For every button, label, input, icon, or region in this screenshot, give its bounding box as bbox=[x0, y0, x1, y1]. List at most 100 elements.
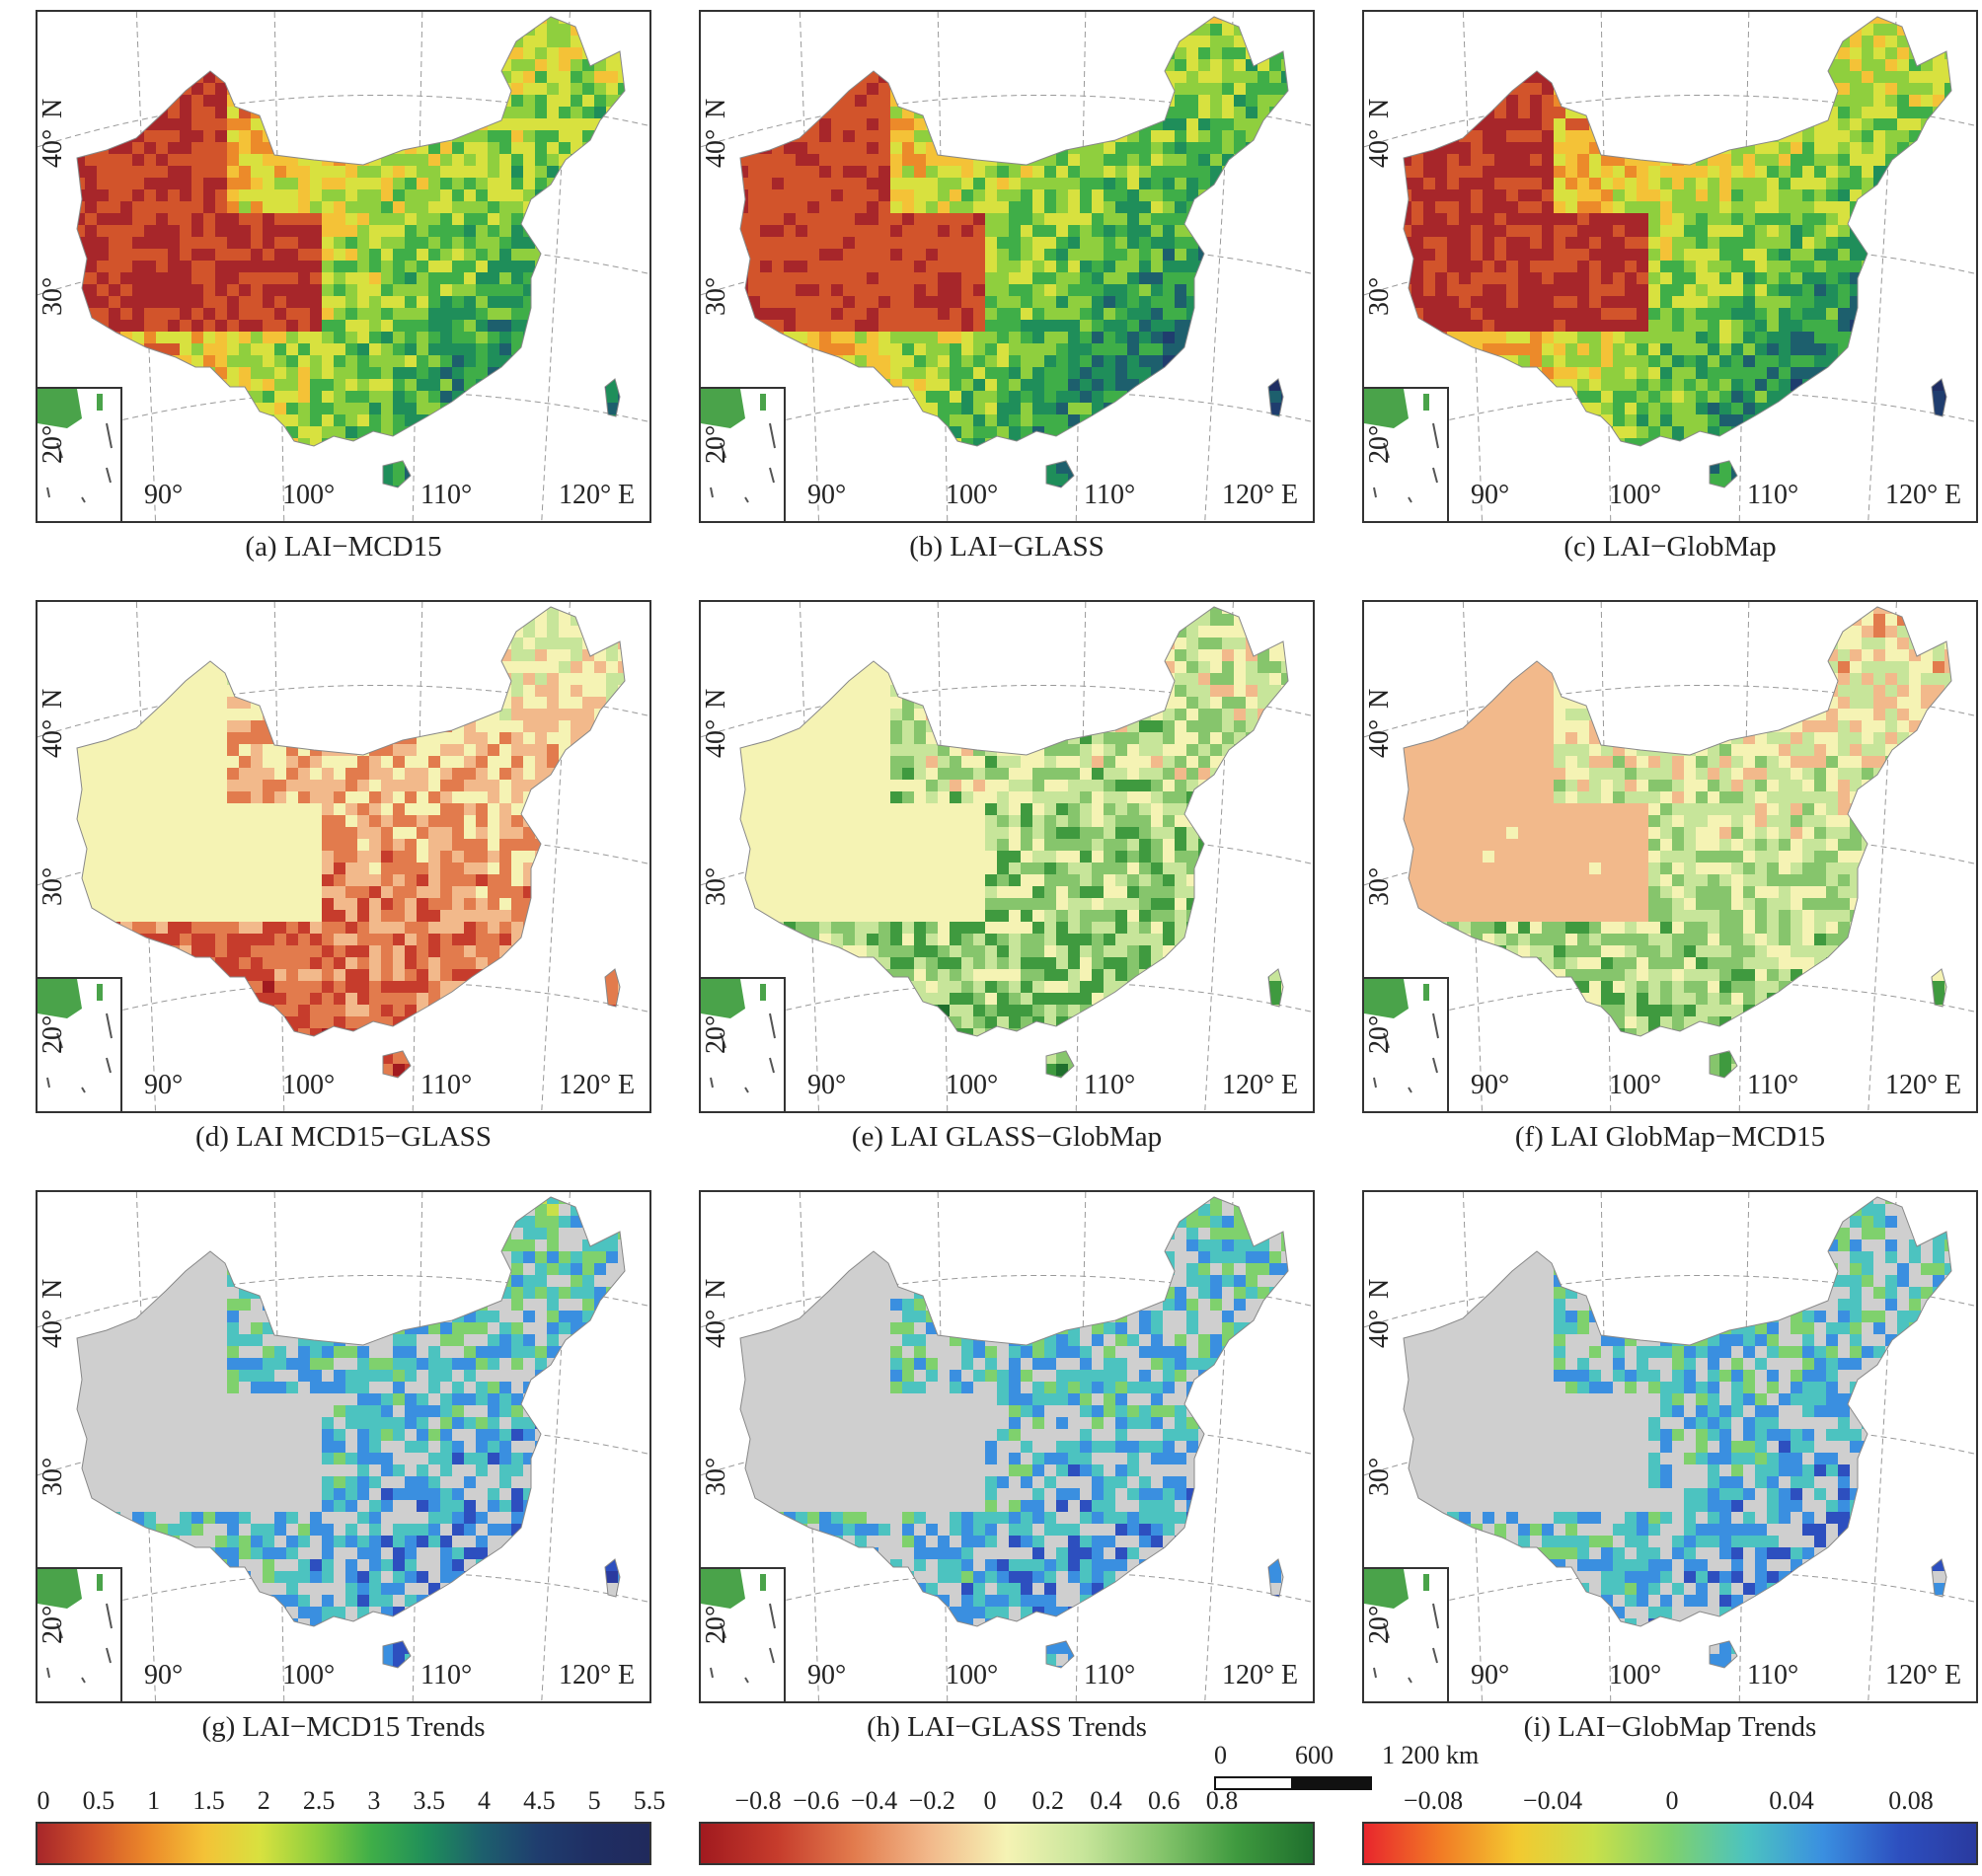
raster-layer bbox=[77, 607, 625, 1078]
colorbar-tick-label: −0.08 bbox=[1404, 1786, 1463, 1816]
longitude-label: 100° bbox=[282, 1660, 335, 1691]
colorbar-tick-label: 5.5 bbox=[634, 1786, 666, 1816]
longitude-unit: E bbox=[1281, 480, 1298, 511]
longitude-label: 110° bbox=[1084, 480, 1135, 511]
raster-layer bbox=[77, 1197, 625, 1668]
colorbar-diff bbox=[699, 1822, 1315, 1865]
longitude-label: 100° bbox=[946, 1070, 998, 1101]
latitude-label: 40° bbox=[1364, 129, 1396, 168]
scale-bar-segment-black bbox=[1293, 1776, 1372, 1790]
latitude-label: 40° bbox=[1364, 719, 1396, 758]
south-china-sea-inset bbox=[701, 387, 786, 521]
panel-caption: (d) LAI MCD15−GLASS bbox=[28, 1121, 659, 1154]
longitude-unit: E bbox=[618, 1070, 635, 1101]
latitude-label: 20° bbox=[701, 1606, 732, 1644]
map-svg bbox=[1364, 602, 1976, 1111]
map-svg bbox=[38, 602, 649, 1111]
latitude-unit: N bbox=[38, 1279, 69, 1299]
colorbar-tick-label: 3 bbox=[367, 1786, 380, 1816]
longitude-label: 100° bbox=[946, 1660, 998, 1691]
colorbar-tick-label: 4 bbox=[478, 1786, 491, 1816]
longitude-label: 120° bbox=[1885, 480, 1938, 511]
colorbar-tick-label: 0.04 bbox=[1769, 1786, 1814, 1816]
longitude-label: 110° bbox=[420, 1070, 472, 1101]
map-svg bbox=[701, 12, 1313, 521]
longitude-label: 110° bbox=[420, 480, 472, 511]
longitude-label: 90° bbox=[144, 1660, 183, 1691]
raster-layer bbox=[740, 17, 1288, 488]
colorbar-tick-label: 0.6 bbox=[1148, 1786, 1181, 1816]
colorbar-tick-label: 0.5 bbox=[83, 1786, 115, 1816]
colorbar-tick-label: 0 bbox=[984, 1786, 997, 1816]
longitude-label: 100° bbox=[1609, 1070, 1661, 1101]
longitude-label: 90° bbox=[807, 1070, 846, 1101]
colorbar-tick-label: 0.8 bbox=[1206, 1786, 1239, 1816]
south-china-sea-inset bbox=[701, 1567, 786, 1701]
longitude-label: 90° bbox=[807, 1660, 846, 1691]
raster-layer bbox=[740, 1197, 1288, 1668]
longitude-label: 120° bbox=[1885, 1660, 1938, 1691]
scale-bar-label: 600 bbox=[1295, 1741, 1334, 1770]
south-china-sea-inset bbox=[1364, 1567, 1449, 1701]
longitude-unit: E bbox=[1944, 480, 1961, 511]
latitude-label: 30° bbox=[1364, 277, 1396, 316]
raster-layer bbox=[1404, 1197, 1951, 1668]
longitude-label: 100° bbox=[282, 480, 335, 511]
south-china-sea-inset bbox=[38, 1567, 122, 1701]
colorbar-tick-label: 1.5 bbox=[192, 1786, 225, 1816]
map-panel bbox=[36, 1190, 651, 1703]
panel-caption: (i) LAI−GlobMap Trends bbox=[1354, 1711, 1982, 1744]
latitude-label: 40° bbox=[701, 129, 732, 168]
longitude-label: 100° bbox=[1609, 480, 1661, 511]
panel-caption: (h) LAI−GLASS Trends bbox=[691, 1711, 1323, 1744]
map-svg bbox=[701, 602, 1313, 1111]
longitude-label: 110° bbox=[1084, 1660, 1135, 1691]
map-panel bbox=[1362, 600, 1978, 1113]
longitude-label: 120° bbox=[559, 1660, 611, 1691]
longitude-label: 90° bbox=[807, 480, 846, 511]
panel-caption: (e) LAI GLASS−GlobMap bbox=[691, 1121, 1323, 1154]
latitude-label: 40° bbox=[38, 719, 69, 758]
scale-bar-label: 1 200 km bbox=[1382, 1741, 1479, 1770]
longitude-unit: E bbox=[1281, 1660, 1298, 1691]
map-panel bbox=[1362, 1190, 1978, 1703]
latitude-unit: N bbox=[1364, 99, 1396, 118]
latitude-label: 30° bbox=[701, 867, 732, 906]
map-svg bbox=[1364, 1192, 1976, 1701]
map-panel bbox=[36, 600, 651, 1113]
latitude-label: 30° bbox=[38, 1458, 69, 1496]
longitude-unit: E bbox=[1944, 1070, 1961, 1101]
panel-caption: (b) LAI−GLASS bbox=[691, 531, 1323, 563]
colorbar-tick-label: 2 bbox=[258, 1786, 270, 1816]
longitude-unit: E bbox=[618, 1660, 635, 1691]
latitude-label: 30° bbox=[1364, 1458, 1396, 1496]
latitude-label: 20° bbox=[1364, 1606, 1396, 1644]
latitude-label: 20° bbox=[701, 425, 732, 464]
colorbar-lai bbox=[36, 1822, 651, 1865]
longitude-label: 110° bbox=[1747, 1070, 1798, 1101]
longitude-label: 100° bbox=[282, 1070, 335, 1101]
latitude-unit: N bbox=[1364, 689, 1396, 709]
colorbar-tick-label: −0.2 bbox=[909, 1786, 955, 1816]
latitude-label: 30° bbox=[701, 277, 732, 316]
latitude-unit: N bbox=[1364, 1279, 1396, 1299]
colorbar-tick-label: −0.4 bbox=[851, 1786, 897, 1816]
colorbar-tick-label: 1 bbox=[147, 1786, 160, 1816]
map-panel bbox=[1362, 10, 1978, 523]
map-svg bbox=[38, 12, 649, 521]
latitude-label: 40° bbox=[38, 1310, 69, 1348]
longitude-label: 120° bbox=[1222, 1660, 1274, 1691]
longitude-label: 120° bbox=[559, 480, 611, 511]
longitude-label: 120° bbox=[1222, 480, 1274, 511]
longitude-unit: E bbox=[618, 480, 635, 511]
latitude-label: 20° bbox=[1364, 425, 1396, 464]
longitude-label: 90° bbox=[144, 480, 183, 511]
map-panel bbox=[699, 600, 1315, 1113]
latitude-label: 30° bbox=[1364, 867, 1396, 906]
longitude-label: 110° bbox=[1747, 480, 1798, 511]
raster-layer bbox=[740, 607, 1288, 1078]
map-panel bbox=[36, 10, 651, 523]
scale-bar-segment-white bbox=[1214, 1776, 1293, 1790]
map-svg bbox=[1364, 12, 1976, 521]
raster-layer bbox=[1404, 607, 1951, 1078]
